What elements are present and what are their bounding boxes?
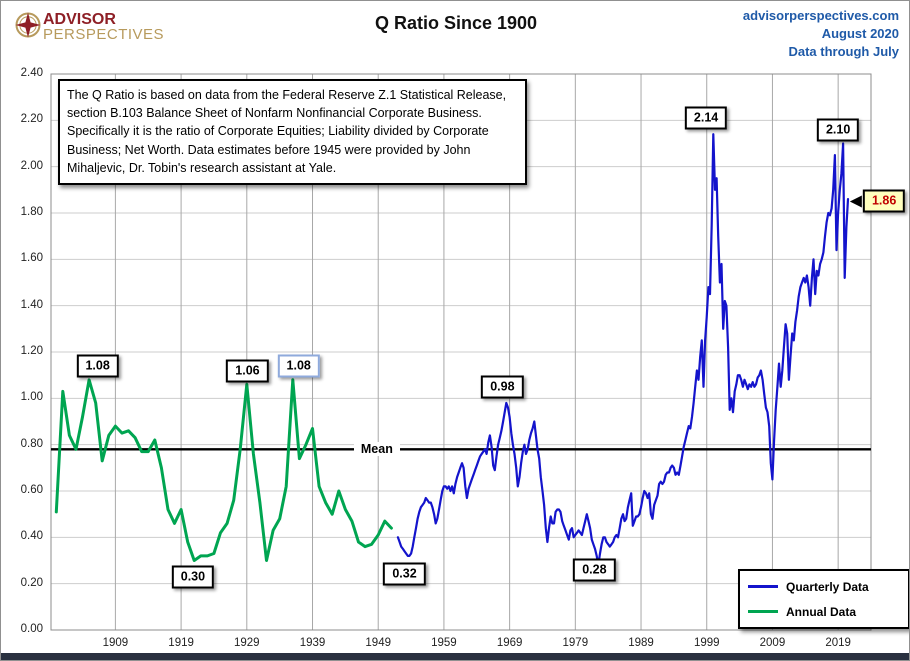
x-axis-tick-label: 1949: [365, 637, 391, 649]
legend-label: Annual Data: [786, 604, 857, 619]
y-axis-tick-label: 0.60: [20, 484, 43, 496]
x-axis-tick-label: 1959: [431, 637, 457, 649]
annotation-line: section B.103 Balance Sheet of Nonfarm N…: [67, 106, 482, 121]
data-label-callout: 1.86: [849, 189, 906, 213]
annual-line-swatch: [748, 610, 778, 613]
legend: Quarterly Data Annual Data: [738, 569, 909, 629]
logo-text-perspectives: PERSPECTIVES: [43, 26, 165, 43]
x-axis-tick-label: 1929: [234, 637, 260, 649]
publication-date: August 2020: [821, 26, 899, 41]
x-axis-tick-label: 1969: [496, 637, 523, 649]
legend-label: Quarterly Data: [786, 579, 869, 594]
y-axis-tick-label: 0.80: [20, 437, 43, 450]
quarterly-data-line: [396, 133, 850, 567]
compass-star-icon: [15, 12, 41, 38]
x-axis-tick-label: 1909: [102, 637, 129, 649]
data-label-callout: 1.06: [226, 359, 269, 383]
x-axis-tick-label: 2009: [759, 637, 786, 649]
mean-line-label: Mean: [353, 442, 400, 457]
data-through-note: Data through July: [788, 44, 899, 59]
annotation-line: The Q Ratio is based on data from the Fe…: [67, 88, 507, 102]
data-label-callout: 0.30: [171, 565, 215, 589]
y-axis-tick-label: 1.20: [20, 345, 43, 357]
plot-border: [50, 73, 872, 631]
quarterly-line-swatch: [748, 585, 778, 588]
y-axis-tick-label: 1.40: [20, 298, 43, 311]
x-axis-tick-label: 1939: [299, 637, 326, 649]
logo-text-advisor: ADVISOR: [43, 11, 116, 28]
y-axis-tick-label: 0.40: [20, 530, 43, 543]
header-meta: advisorperspectives.com August 2020 Data…: [743, 7, 899, 61]
legend-item-quarterly: Quarterly Data: [748, 580, 900, 594]
data-label-callout: 0.28: [573, 558, 616, 582]
annotation-line: Business; Net Worth. Data estimates befo…: [67, 142, 471, 157]
x-axis-tick-label: 1919: [168, 637, 194, 649]
annual-data-line: [54, 378, 393, 562]
data-label-callout: 2.10: [816, 118, 860, 142]
y-axis-tick-label: 1.00: [20, 391, 43, 404]
y-axis-tick-label: 1.80: [20, 206, 43, 218]
data-label-callout: 0.98: [481, 375, 524, 399]
site-link[interactable]: advisorperspectives.com: [742, 8, 899, 23]
source-annotation-box: The Q Ratio is based on data from the Fe…: [58, 79, 527, 186]
y-axis-tick-label: 0.00: [20, 623, 43, 635]
data-label-callout: 0.32: [383, 562, 426, 586]
x-axis-tick-label: 1989: [628, 637, 654, 649]
x-axis-tick-label: 2019: [825, 637, 851, 649]
y-axis-tick-label: 0.20: [20, 576, 43, 589]
legend-item-annual: Annual Data: [748, 605, 900, 619]
bottom-bar: [1, 653, 909, 660]
advisor-perspectives-logo: ADVISOR PERSPECTIVES: [13, 8, 193, 48]
arrow-left-icon: [849, 195, 862, 208]
y-axis-tick-label: 2.20: [20, 113, 43, 126]
annotation-line: Specifically it is the ratio of Corporat…: [67, 124, 489, 139]
chart-title: Q Ratio Since 1900: [374, 13, 538, 33]
y-axis-tick-label: 2.40: [20, 67, 43, 79]
data-label-callout: 1.08: [76, 354, 119, 378]
y-axis-tick-label: 2.00: [20, 159, 43, 172]
annotation-line: Mihaljevic, Dr. Tobin's research assista…: [67, 160, 337, 175]
data-label-callout: 2.14: [684, 106, 728, 130]
data-label-callout: 1.08: [277, 354, 320, 378]
y-axis-tick-label: 1.60: [20, 252, 43, 265]
x-axis-tick-label: 1999: [693, 637, 720, 649]
x-axis-tick-label: 1979: [562, 637, 589, 649]
